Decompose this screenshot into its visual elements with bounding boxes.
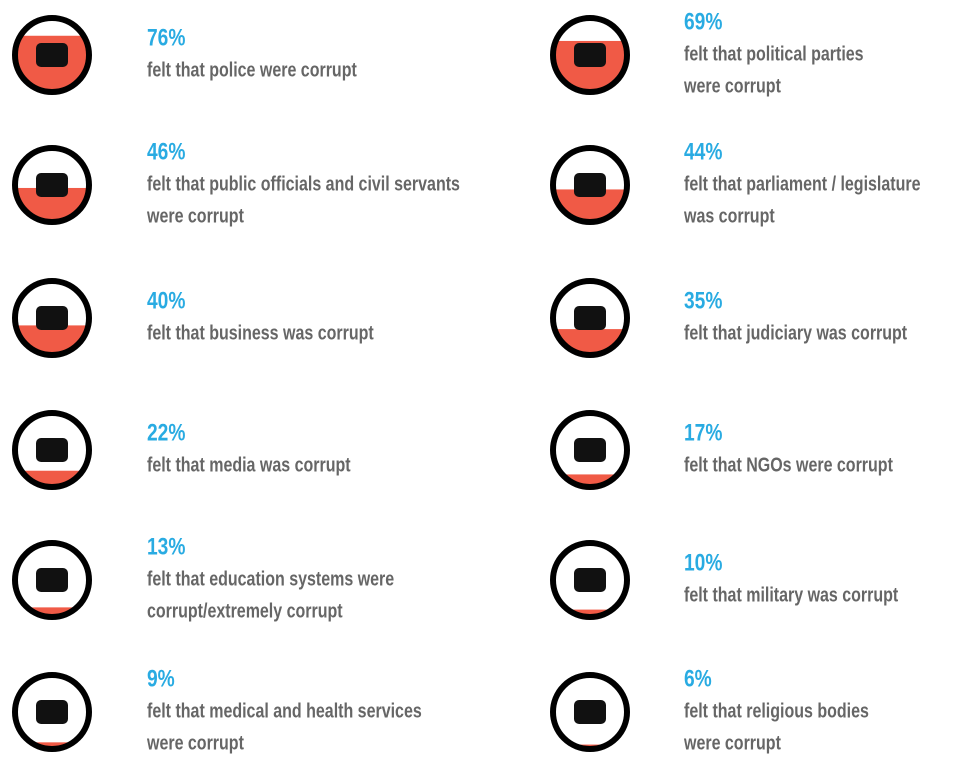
text-block: 46% felt that public officials and civil … (146, 137, 460, 226)
icon-ring (550, 15, 630, 95)
icon (574, 568, 606, 592)
description: felt that judiciary was corrupt (684, 322, 907, 344)
description: were corrupt (146, 205, 244, 227)
item: 35% felt that judiciary was corrupt (550, 278, 907, 358)
percent-label: 6% (684, 664, 712, 692)
description: felt that military was corrupt (684, 584, 898, 606)
percent-label: 35% (684, 286, 722, 314)
item: 40% felt that business was corrupt (12, 278, 374, 358)
item: 69% felt that political parties were corru… (550, 7, 864, 97)
item: 17% felt that NGOs were corrupt (550, 410, 893, 490)
icon (36, 700, 68, 724)
icon (36, 568, 68, 592)
description: was corrupt (683, 205, 775, 227)
icon-ring (550, 672, 630, 752)
icon-ring (12, 278, 92, 358)
percent-label: 46% (147, 137, 185, 165)
percent-label: 9% (147, 664, 175, 692)
icon-ring (12, 15, 92, 95)
item: 76% felt that police were corrupt (12, 15, 357, 95)
item: 6% felt that religious bodies were corrupt (550, 664, 869, 754)
description: felt that public officials and civil ser… (147, 173, 460, 195)
item: 10% felt that military was corrupt (550, 540, 898, 620)
percent-label: 40% (147, 286, 185, 314)
text-block: 17% felt that NGOs were corrupt (684, 418, 893, 475)
description: felt that media was corrupt (147, 454, 351, 476)
percent-label: 76% (147, 23, 185, 51)
text-block: 22% felt that media was corrupt (147, 418, 351, 475)
icon (574, 438, 606, 462)
percent-label: 69% (684, 7, 722, 35)
description: felt that education systems were (147, 568, 394, 590)
fill-level (15, 742, 89, 749)
text-block: 9% felt that medical and health services w… (146, 664, 422, 753)
icon (36, 306, 68, 330)
icon (36, 43, 68, 67)
description: were corrupt (683, 732, 781, 754)
icon-ring (550, 410, 630, 490)
percent-label: 44% (684, 137, 722, 165)
description: felt that medical and health services (147, 700, 422, 722)
icon (574, 306, 606, 330)
description: were corrupt (146, 732, 244, 754)
icon (574, 700, 606, 724)
description: corrupt/extremely corrupt (147, 600, 343, 622)
icon-ring (12, 410, 92, 490)
text-block: 69% felt that political parties were corru… (683, 7, 863, 96)
text-block: 44% felt that parliament / legislature was… (683, 137, 920, 226)
icon-ring (550, 278, 630, 358)
fill-level (15, 607, 89, 617)
percent-label: 17% (684, 418, 722, 446)
text-block: 13% felt that education systems were corru… (147, 532, 394, 621)
text-block: 76% felt that police were corrupt (147, 23, 357, 80)
item: 9% felt that medical and health services w… (12, 664, 422, 754)
icon (36, 438, 68, 462)
description: were corrupt (683, 75, 781, 97)
icon-ring (12, 145, 92, 225)
fill-level (553, 609, 627, 617)
icon-ring (12, 672, 92, 752)
text-block: 40% felt that business was corrupt (147, 286, 374, 343)
item: 22% felt that media was corrupt (12, 410, 351, 490)
icon (574, 173, 606, 197)
icon-ring (12, 540, 92, 620)
percent-label: 22% (147, 418, 185, 446)
item: 44% felt that parliament / legislature was… (550, 137, 920, 227)
icon (36, 173, 68, 197)
icon (574, 43, 606, 67)
description: felt that religious bodies (684, 700, 869, 722)
description: felt that NGOs were corrupt (684, 454, 893, 476)
description: felt that political parties (684, 43, 864, 65)
description: felt that business was corrupt (147, 322, 374, 344)
icon-ring (550, 145, 630, 225)
description: felt that parliament / legislature (684, 173, 920, 195)
description: felt that police were corrupt (147, 59, 357, 81)
text-block: 10% felt that military was corrupt (684, 548, 898, 605)
item: 13% felt that education systems were corru… (12, 532, 394, 622)
text-block: 35% felt that judiciary was corrupt (684, 286, 907, 343)
percent-label: 13% (147, 532, 185, 560)
text-block: 6% felt that religious bodies were corrupt (683, 664, 869, 753)
item: 46% felt that public officials and civil … (12, 137, 460, 227)
percent-label: 10% (684, 548, 722, 576)
icon-ring (550, 540, 630, 620)
